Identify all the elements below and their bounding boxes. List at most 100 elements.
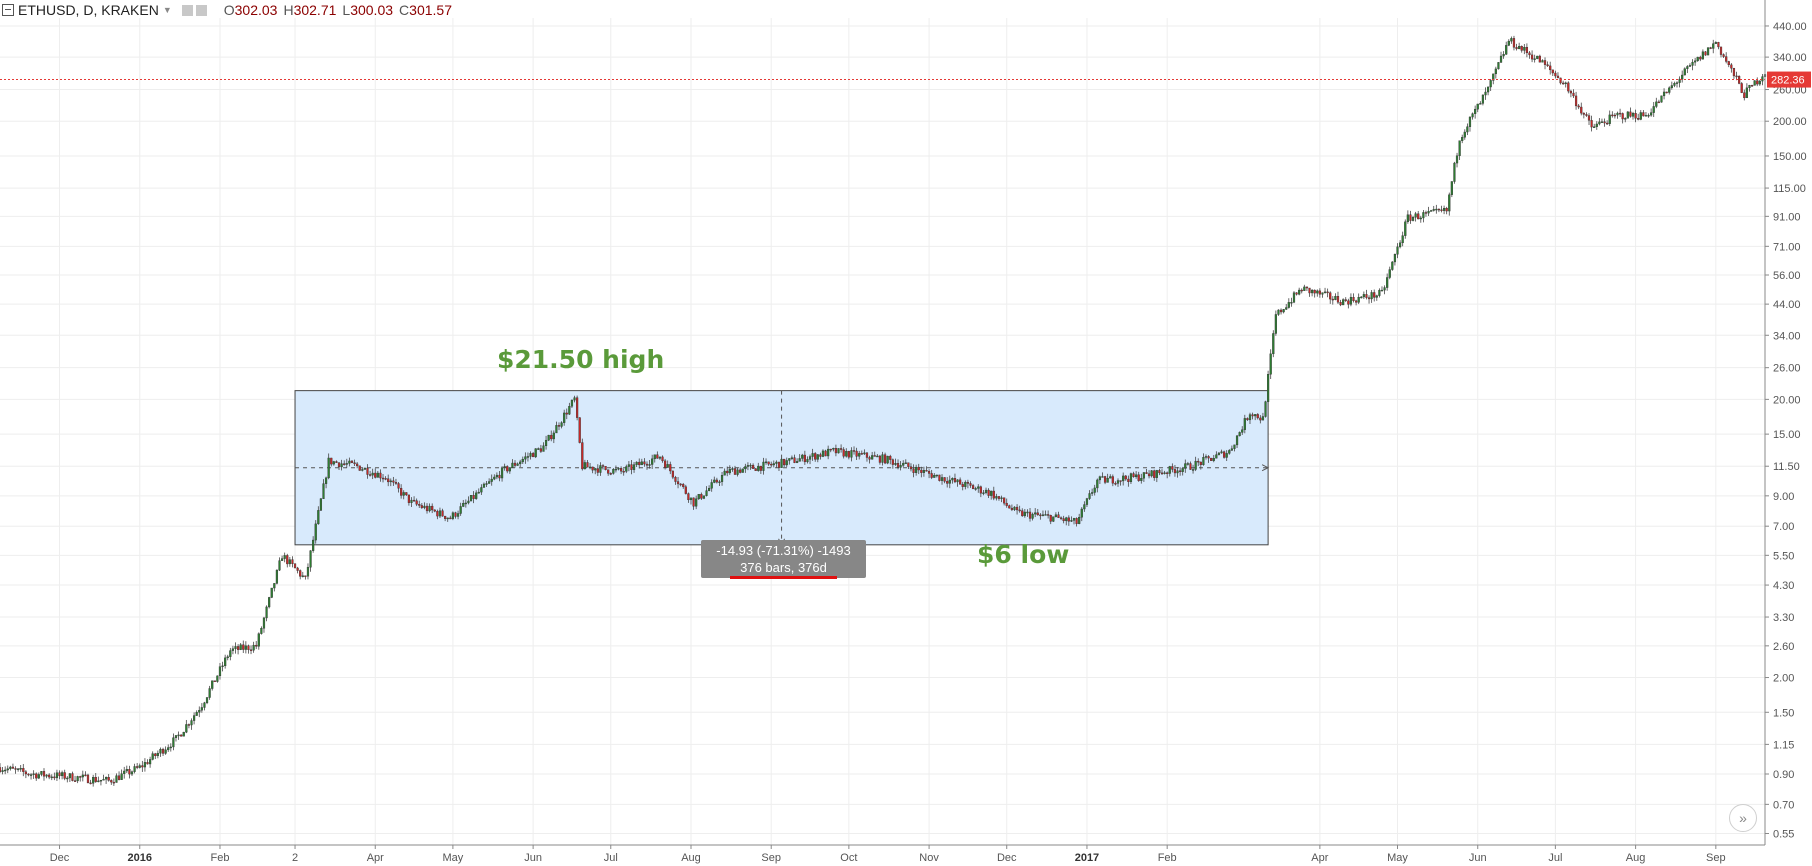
candle-body	[1536, 55, 1539, 59]
candle-body	[1318, 290, 1321, 295]
candle-body	[754, 468, 757, 471]
candle-body	[1404, 221, 1407, 236]
candle-body	[1344, 299, 1347, 301]
candle-body	[1717, 42, 1720, 48]
low-value: 300.03	[350, 2, 394, 18]
candle-body	[1510, 38, 1513, 42]
candle-body	[1261, 416, 1265, 421]
candle-body	[873, 455, 876, 457]
candle-body	[107, 777, 110, 781]
chevron-down-icon[interactable]: ▼	[162, 5, 172, 15]
candle-body	[1342, 299, 1345, 306]
candle-body	[1738, 76, 1741, 84]
candle-body	[37, 774, 40, 779]
candle-body	[29, 774, 33, 776]
candle-body	[995, 496, 998, 499]
candle-body	[1396, 246, 1399, 255]
candle-body	[1116, 480, 1120, 484]
candle-body	[19, 768, 22, 770]
candle-body	[174, 735, 178, 738]
candle-body	[330, 457, 333, 465]
symbol-label[interactable]: ETHUSD, D, KRAKEN	[18, 2, 159, 18]
candle-body	[1158, 470, 1161, 474]
settings-icon[interactable]	[181, 4, 193, 16]
candle-body	[679, 483, 682, 486]
candle-body	[1525, 47, 1529, 54]
x-tick-label: 2016	[128, 852, 152, 864]
candle-body	[1008, 505, 1011, 509]
x-tick-label: Apr	[367, 852, 384, 864]
candle-body	[601, 465, 605, 467]
candle-body	[115, 775, 118, 783]
candle-body	[270, 587, 273, 598]
format-icon[interactable]	[195, 4, 207, 16]
x-tick-label: Feb	[210, 852, 229, 864]
candle-body	[136, 766, 139, 768]
candle-body	[1538, 55, 1541, 63]
double-chevron-right-icon[interactable]: »	[1729, 804, 1757, 832]
candle-body	[244, 645, 247, 650]
candle-body	[216, 675, 219, 682]
candle-body	[984, 489, 988, 493]
last-price-tag	[1767, 71, 1811, 88]
candle-body	[1688, 65, 1692, 67]
y-tick-label: 9.00	[1773, 491, 1794, 503]
candle-body	[979, 486, 982, 494]
candle-body	[1228, 450, 1231, 454]
y-tick-label: 11.50	[1773, 461, 1800, 473]
candle-body	[692, 497, 695, 507]
last-price-label: 282.36	[1771, 75, 1805, 87]
candle-body	[977, 486, 980, 489]
candle-body	[387, 478, 390, 483]
candle-body	[801, 454, 804, 459]
y-tick-label: 340.00	[1773, 52, 1807, 64]
candle-body	[946, 481, 949, 484]
x-tick-label: May	[1387, 852, 1408, 864]
candle-body	[953, 478, 957, 483]
candle-body	[211, 680, 214, 689]
candle-body	[1111, 476, 1114, 484]
candle-body	[1673, 83, 1676, 86]
annotation-high: $21.50 high	[497, 345, 665, 374]
header-tools	[181, 4, 210, 16]
candle-body	[1463, 131, 1466, 138]
y-axis[interactable]: 440.00340.00260.00200.00150.00115.0091.0…	[1765, 21, 1807, 841]
x-axis[interactable]: Dec 2016 Feb 2 Apr May Jun Jul Aug Sep Oct Nov Dec 20…	[50, 845, 1726, 864]
candle-body	[966, 481, 970, 484]
y-tick-label: 0.90	[1773, 769, 1794, 781]
candle-body	[1023, 511, 1026, 517]
candle-body	[337, 462, 341, 468]
candle-body	[1559, 77, 1562, 84]
candle-body	[1476, 103, 1479, 110]
candle-body	[1207, 456, 1210, 459]
x-tick-label: Sep	[761, 852, 781, 864]
candle-body	[1398, 242, 1402, 248]
candle-body	[1618, 112, 1622, 115]
candle-body	[1455, 155, 1459, 164]
candle-body	[785, 460, 788, 466]
candle-body	[146, 762, 149, 765]
candle-body	[32, 773, 35, 775]
candle-body	[816, 454, 819, 460]
candle-body	[353, 462, 356, 465]
candle-body	[651, 458, 654, 465]
candle-body	[749, 464, 752, 467]
candle-body	[299, 570, 302, 577]
candle-body	[1484, 91, 1487, 96]
candle-body	[1287, 302, 1290, 308]
candle-body	[1026, 511, 1029, 514]
candle-body	[1448, 194, 1451, 212]
candle-body	[291, 559, 294, 564]
candle-body	[1699, 56, 1702, 60]
candle-body	[22, 768, 25, 772]
candle-body	[402, 492, 405, 496]
collapse-icon[interactable]	[2, 4, 14, 16]
candle-body	[247, 645, 250, 650]
annotation-low: $6 low	[977, 540, 1070, 569]
x-tick-label: Feb	[1158, 852, 1177, 864]
candle-body	[1303, 286, 1306, 291]
candle-body	[1212, 458, 1215, 461]
candle-body	[666, 464, 669, 468]
candle-body	[506, 466, 509, 472]
